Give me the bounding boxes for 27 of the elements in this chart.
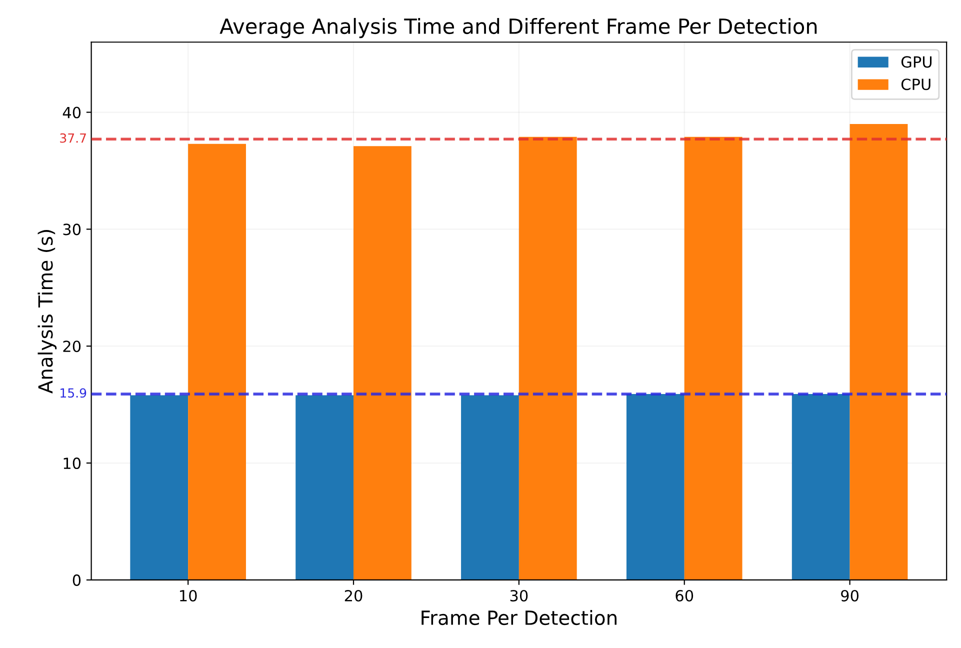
bar: [188, 144, 246, 580]
x-tick-label: 20: [344, 590, 362, 602]
chart-title: Average Analysis Time and Different Frame Per Detection: [220, 18, 817, 38]
y-tick-label: 10: [64, 458, 81, 470]
bar: [130, 395, 188, 580]
ref-line-label: 15.9: [60, 388, 86, 398]
y-axis-title: Analysis Time (s): [38, 230, 57, 394]
y-tick-label: 30: [63, 224, 81, 236]
x-axis-title: Frame Per Detection: [422, 610, 616, 626]
bar: [792, 394, 850, 580]
legend-label: CPU: [901, 78, 930, 90]
y-tick-label: 20: [63, 340, 81, 352]
bar: [354, 146, 412, 580]
bar: [850, 124, 908, 580]
x-tick-label: 60: [676, 590, 694, 602]
x-tick-label: 10: [180, 590, 197, 602]
bar: [296, 395, 354, 580]
bar: [461, 395, 519, 580]
legend-label: GPU: [901, 56, 932, 68]
y-tick-label: 40: [62, 106, 81, 118]
bar: [518, 136, 577, 580]
ref-line-label: 37.7: [60, 133, 86, 143]
y-tick-label: 0: [72, 574, 81, 586]
x-tick-label: 30: [510, 590, 528, 602]
bar: [626, 394, 684, 580]
x-tick-label: 90: [841, 590, 859, 602]
bar: [684, 136, 742, 580]
